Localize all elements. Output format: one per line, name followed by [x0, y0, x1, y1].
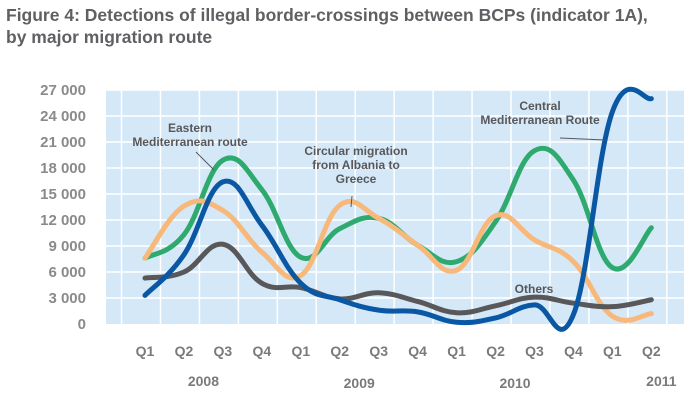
x-tick-label: Q2: [486, 343, 505, 359]
x-tick-label: Q3: [369, 343, 388, 359]
annotation-label: Mediterranean Route: [480, 113, 600, 127]
y-tick-label: 18 000: [40, 160, 86, 177]
x-tick-label: Q1: [447, 343, 466, 359]
y-tick-label: 27 000: [40, 82, 86, 99]
y-tick-label: 0: [78, 316, 86, 333]
annotation-leader-line: [195, 151, 215, 171]
year-label: 2008: [188, 373, 219, 389]
x-tick-label: Q4: [253, 343, 272, 359]
year-label: 2010: [499, 375, 530, 391]
y-tick-label: 6 000: [48, 264, 86, 281]
x-axis: Q1 Q2 Q3 Q4 Q1 Q2 Q3 Q4 Q1 Q2 Q3 Q4 Q1 Q2 2008 2009 2010…: [136, 343, 677, 391]
y-tick-label: 12 000: [40, 212, 86, 229]
title-line-2: by major migration route: [6, 27, 213, 47]
title-line-1: Figure 4: Detections of illegal border-c…: [6, 5, 648, 25]
annotation-label: Central: [519, 99, 560, 113]
x-tick-label: Q1: [136, 343, 155, 359]
series-lines: [142, 86, 654, 332]
y-tick-label: 24 000: [40, 108, 86, 125]
annotation-leader-line: [559, 137, 606, 141]
x-tick-label: Q1: [603, 343, 622, 359]
year-label: 2011: [646, 373, 677, 389]
figure-title: Figure 4: Detections of illegal border-c…: [6, 4, 685, 48]
x-tick-label: Q2: [330, 343, 349, 359]
annotation-label: Eastern: [168, 121, 212, 135]
y-tick-label: 9 000: [48, 238, 86, 255]
series-line-circular-migration-from-albania-to-greece: [142, 198, 654, 323]
annotation-label: from Albania to: [312, 158, 400, 172]
series-line-others: [142, 241, 654, 316]
annotation-label: Mediterranean route: [132, 135, 248, 149]
y-axis: 0 3 000 6 000 9 000 12 000 15 000 18 000 21 000…: [40, 82, 86, 333]
year-label: 2009: [344, 375, 375, 391]
x-tick-label: Q4: [564, 343, 583, 359]
y-tick-label: 21 000: [40, 134, 86, 151]
annotation-leader-line: [350, 195, 353, 208]
annotation-label: Greece: [336, 172, 377, 186]
x-tick-label: Q1: [291, 343, 310, 359]
x-tick-label: Q4: [408, 343, 427, 359]
y-tick-label: 3 000: [48, 290, 86, 307]
annotation-label: Others: [515, 282, 554, 296]
y-tick-label: 15 000: [40, 186, 86, 203]
x-tick-label: Q2: [642, 343, 661, 359]
x-tick-label: Q3: [214, 343, 233, 359]
series-line-central-mediterranean-route: [142, 86, 654, 332]
x-tick-label: Q3: [525, 343, 544, 359]
x-tick-label: Q2: [175, 343, 194, 359]
annotation-label: Circular migration: [304, 144, 407, 158]
